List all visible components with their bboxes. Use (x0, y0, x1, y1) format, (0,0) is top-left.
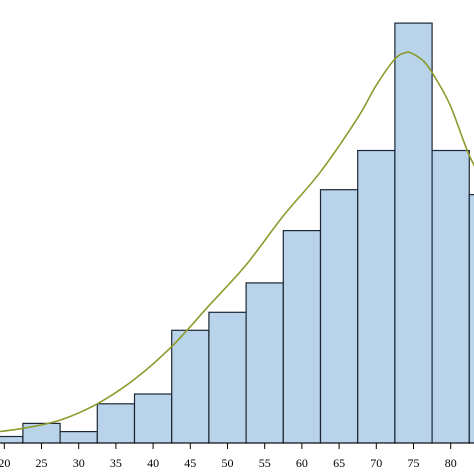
x-tick-label-7: 55 (259, 456, 271, 470)
histogram-bar-0 (0, 435, 24, 444)
density-curve (0, 51, 474, 433)
histogram-bar-1 (22, 422, 61, 444)
x-tick-label-3: 35 (110, 456, 122, 470)
histogram-bar-5 (171, 329, 210, 444)
x-tick-label-5: 45 (184, 456, 196, 470)
histogram-bar-7 (245, 282, 284, 444)
histogram-bar-13 (468, 194, 474, 444)
x-axis-ticks: 20 25 30 35 40 45 50 55 60 65 70 75 80 (0, 443, 457, 470)
x-tick-label-4: 40 (147, 456, 159, 470)
x-tick-label-8: 60 (296, 456, 308, 470)
histogram-bar-8 (282, 230, 322, 444)
histogram-bar-12 (431, 149, 470, 444)
x-tick-label-1: 25 (36, 456, 48, 470)
x-tick-label-11: 75 (408, 456, 420, 470)
histogram-bar-9 (319, 189, 359, 444)
histogram-bars (0, 22, 474, 444)
x-tick-label-10: 70 (370, 456, 382, 470)
histogram-bar-6 (208, 311, 247, 444)
x-tick-label-9: 65 (333, 456, 345, 470)
histogram-bar-3 (96, 403, 136, 444)
x-tick-label-6: 50 (222, 456, 234, 470)
histogram-bar-2 (59, 431, 98, 444)
x-tick-label-12: 80 (445, 456, 457, 470)
histogram-bar-4 (133, 393, 173, 444)
x-tick-label-0: 20 (0, 456, 10, 470)
histogram-bar-11 (394, 22, 433, 444)
x-tick-label-2: 30 (73, 456, 85, 470)
histogram-bar-10 (357, 149, 396, 444)
